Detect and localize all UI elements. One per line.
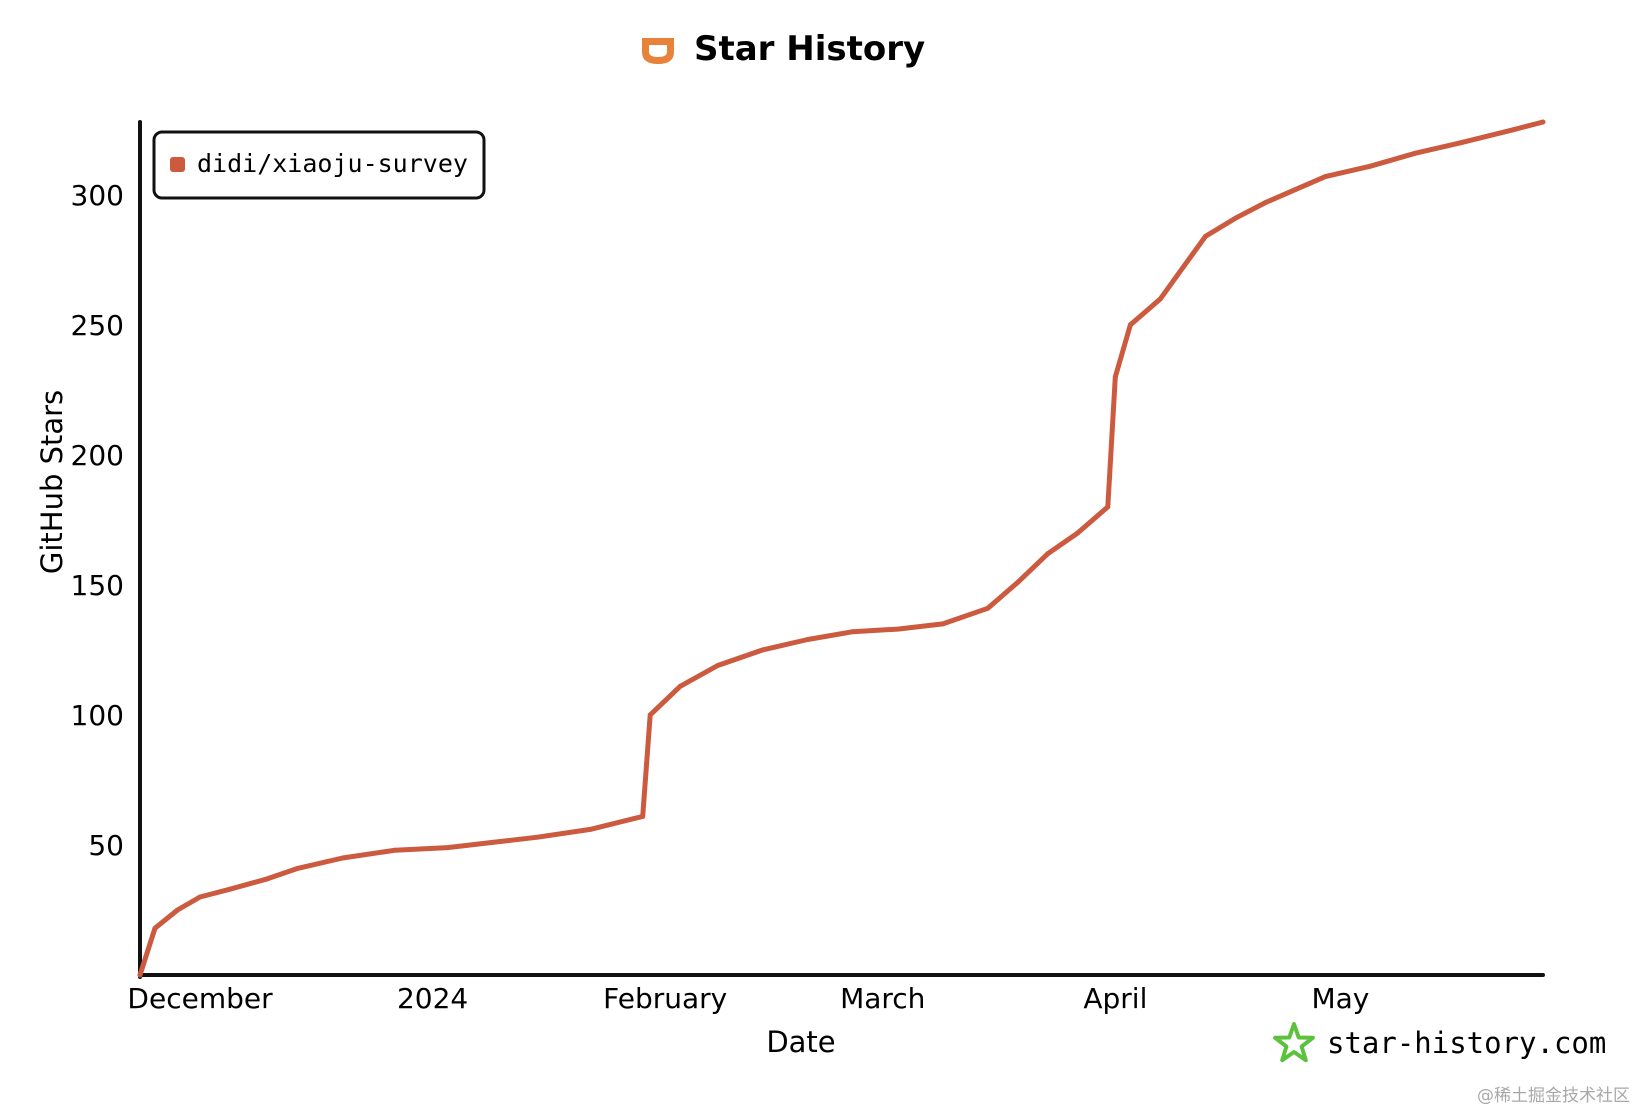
y-tick-label: 200 xyxy=(71,439,124,472)
x-axis-title: Date xyxy=(766,1025,835,1059)
chart-title: Star History xyxy=(694,29,925,69)
legend: didi/xiaoju-survey xyxy=(152,130,486,200)
y-axis-ticks: 50 100 150 200 250 300 xyxy=(71,179,124,862)
data-point xyxy=(445,845,450,850)
data-point xyxy=(295,866,300,871)
footer-credit: @稀土掘金技术社区 xyxy=(1477,1086,1630,1106)
data-point xyxy=(1233,215,1238,221)
data-point xyxy=(760,647,766,653)
data-point xyxy=(805,637,811,642)
data-point xyxy=(1323,174,1328,180)
x-tick-label: March xyxy=(840,982,925,1015)
data-point xyxy=(1368,163,1373,169)
data-point xyxy=(940,621,946,627)
data-point xyxy=(227,886,233,892)
y-tick-label: 50 xyxy=(88,829,124,862)
data-point xyxy=(1112,374,1118,380)
y-tick-label: 300 xyxy=(71,179,124,212)
chart-title-group: Star History xyxy=(642,29,925,69)
y-axis-title: GitHub Stars xyxy=(35,390,69,574)
legend-box xyxy=(152,130,486,200)
data-point xyxy=(152,925,158,931)
data-point xyxy=(985,605,991,611)
data-point xyxy=(1413,150,1418,156)
x-tick-label: May xyxy=(1311,982,1369,1015)
data-point xyxy=(1203,234,1208,239)
x-axis-ticks: December 2024 February March April May xyxy=(127,982,1369,1015)
data-point xyxy=(640,814,646,819)
data-point xyxy=(1158,296,1163,302)
data-point xyxy=(677,683,683,689)
data-point xyxy=(1263,200,1268,206)
y-tick-label: 150 xyxy=(71,569,124,602)
legend-label: didi/xiaoju-survey xyxy=(197,149,468,178)
data-point xyxy=(1075,530,1081,536)
data-point xyxy=(1180,265,1186,270)
data-point xyxy=(1128,322,1133,328)
y-tick-label: 100 xyxy=(71,699,124,732)
data-point xyxy=(392,847,398,853)
data-point xyxy=(265,876,270,882)
star-history-watermark[interactable]: star-history.com xyxy=(1273,1022,1606,1063)
legend-swatch xyxy=(170,157,185,172)
data-point xyxy=(197,894,203,900)
data-point xyxy=(1105,504,1111,510)
watermark-text: star-history.com xyxy=(1327,1026,1606,1060)
data-point xyxy=(535,834,540,840)
series-group xyxy=(137,119,1546,978)
data-point xyxy=(1015,579,1021,585)
data-point xyxy=(647,712,653,718)
data-point xyxy=(137,972,143,978)
data-point xyxy=(340,855,345,861)
data-point xyxy=(490,840,495,845)
x-tick-label: 2024 xyxy=(397,982,468,1015)
data-point xyxy=(1293,187,1298,193)
data-point xyxy=(587,827,593,832)
data-point xyxy=(175,907,180,913)
data-point xyxy=(1510,127,1516,133)
data-point xyxy=(1458,140,1463,146)
data-point xyxy=(715,663,721,668)
series-line xyxy=(137,119,1546,978)
x-tick-label: April xyxy=(1083,982,1147,1015)
y-tick-label: 250 xyxy=(71,309,124,342)
x-tick-label: December xyxy=(127,982,273,1015)
data-point xyxy=(1540,119,1546,125)
data-point xyxy=(1045,551,1051,557)
data-point xyxy=(895,626,901,632)
didi-logo-icon xyxy=(642,38,674,64)
x-tick-label: February xyxy=(603,982,727,1015)
data-point xyxy=(850,629,856,635)
star-history-logo-icon xyxy=(1273,1022,1315,1063)
